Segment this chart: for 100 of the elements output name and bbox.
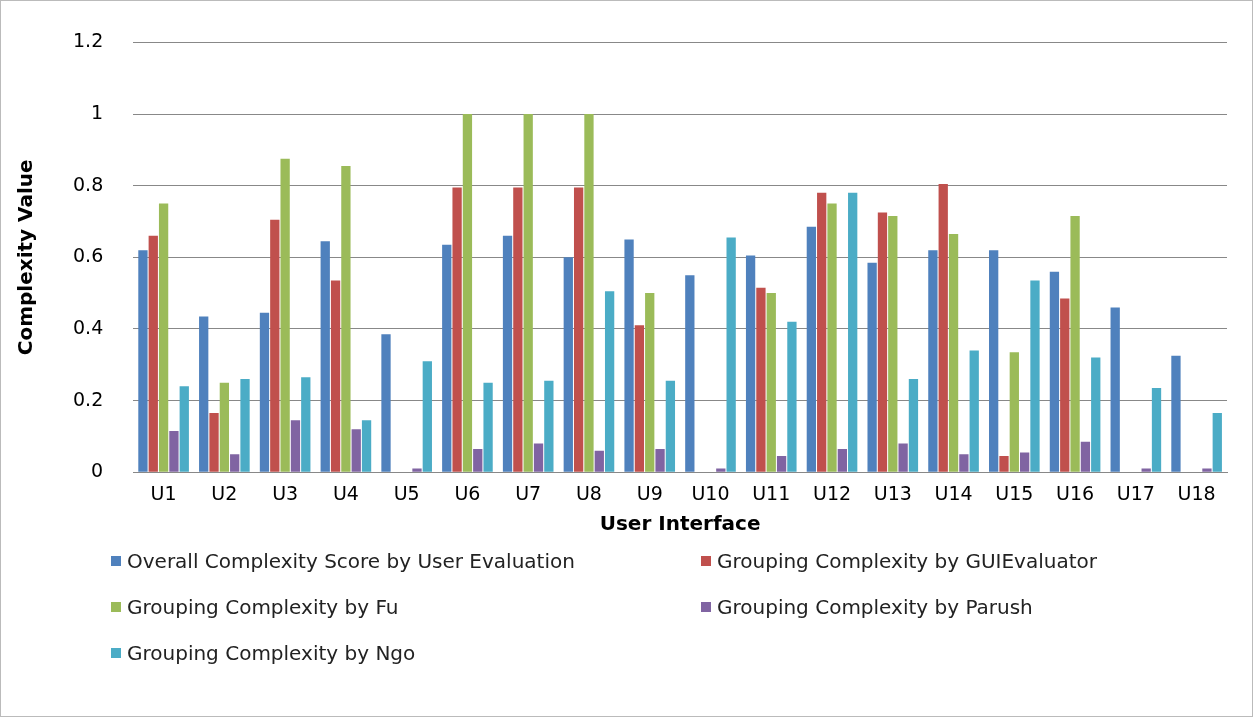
x-tick-label: U3 (272, 481, 299, 504)
bar (969, 350, 979, 472)
bar (634, 325, 645, 472)
bar (533, 443, 544, 472)
bar (219, 382, 230, 472)
bar (594, 450, 604, 472)
x-tick-label: U4 (332, 481, 359, 504)
bar (179, 386, 189, 472)
bar (787, 321, 797, 472)
bar (270, 219, 280, 472)
x-tick-label: U10 (691, 481, 730, 504)
x-tick-label: U14 (934, 481, 973, 504)
legend-label: Grouping Complexity by Ngo (127, 641, 416, 665)
x-tick-label: U17 (1116, 481, 1155, 504)
bar (422, 361, 432, 472)
bar (685, 275, 695, 472)
bar (1060, 298, 1070, 472)
bar (351, 429, 361, 472)
bar (148, 235, 158, 472)
bar (158, 203, 169, 472)
bar (848, 192, 858, 472)
bar (989, 250, 999, 472)
bar (645, 293, 655, 472)
bar (341, 165, 351, 472)
bar (726, 237, 736, 472)
bar (412, 468, 422, 472)
bar (1080, 441, 1091, 472)
bar (523, 114, 533, 472)
x-tick-label: U7 (515, 481, 542, 504)
y-tick-label: 0.2 (73, 387, 104, 410)
bar (1171, 355, 1181, 472)
bar (1009, 352, 1019, 472)
x-axis-title: User Interface (599, 511, 761, 536)
y-tick-label: 0.4 (73, 315, 104, 338)
bar (938, 183, 948, 472)
x-tick-label: U8 (575, 481, 602, 504)
bar (381, 334, 391, 472)
bar (948, 234, 959, 472)
bar (199, 316, 209, 472)
bar (867, 262, 877, 472)
bar (502, 235, 513, 472)
x-tick-label: U15 (995, 481, 1034, 504)
bar (452, 187, 462, 472)
bar (259, 312, 270, 472)
bar (1020, 452, 1030, 472)
bar (745, 255, 756, 472)
bar (766, 293, 776, 472)
bar (513, 187, 523, 472)
bar (716, 468, 726, 472)
bar (1030, 280, 1040, 472)
bar (330, 280, 341, 472)
bar (290, 420, 301, 472)
x-tick-label: U13 (873, 481, 912, 504)
y-tick-label: 0.8 (73, 172, 104, 195)
bar (827, 203, 837, 472)
bar (483, 382, 493, 472)
y-axis-title: Complexity Value (13, 159, 38, 356)
bar (169, 431, 179, 472)
bar (230, 454, 240, 472)
bar (756, 287, 766, 472)
legend-label: Grouping Complexity by GUIEvaluator (717, 549, 1097, 573)
bar (573, 187, 584, 472)
bar (1070, 216, 1080, 472)
bar (442, 244, 452, 472)
bar (655, 448, 665, 472)
bar (280, 158, 290, 472)
bar (928, 250, 938, 472)
bar (776, 456, 787, 472)
bar (563, 257, 573, 472)
bar (473, 448, 483, 472)
x-tick-label: U12 (812, 481, 852, 504)
x-tick-label: U1 (150, 481, 177, 504)
legend-label: Overall Complexity Score by User Evaluation (127, 549, 575, 573)
legend-label: Grouping Complexity by Fu (127, 595, 399, 619)
x-tick-label: U9 (636, 481, 663, 504)
bar (544, 380, 554, 472)
x-tick-label: U5 (393, 481, 420, 504)
bar (604, 291, 615, 472)
bar (1202, 468, 1212, 472)
bar (817, 192, 827, 472)
bar (1151, 388, 1162, 472)
bar (806, 226, 817, 472)
bar (898, 443, 908, 472)
x-tick-label: U11 (752, 481, 791, 504)
bar (209, 413, 219, 472)
bar (908, 379, 919, 472)
bar (877, 212, 888, 472)
bar (462, 114, 473, 472)
bar (888, 216, 898, 472)
bar (837, 448, 847, 472)
x-tick-label: U18 (1177, 481, 1216, 504)
bar (584, 114, 594, 472)
bar (959, 454, 969, 472)
bar (138, 250, 148, 472)
bar (361, 420, 372, 472)
bar (240, 379, 250, 472)
bar (1212, 413, 1222, 472)
y-tick-label: 1.2 (73, 29, 104, 52)
bar (320, 241, 330, 472)
y-tick-label: 1 (91, 100, 104, 123)
